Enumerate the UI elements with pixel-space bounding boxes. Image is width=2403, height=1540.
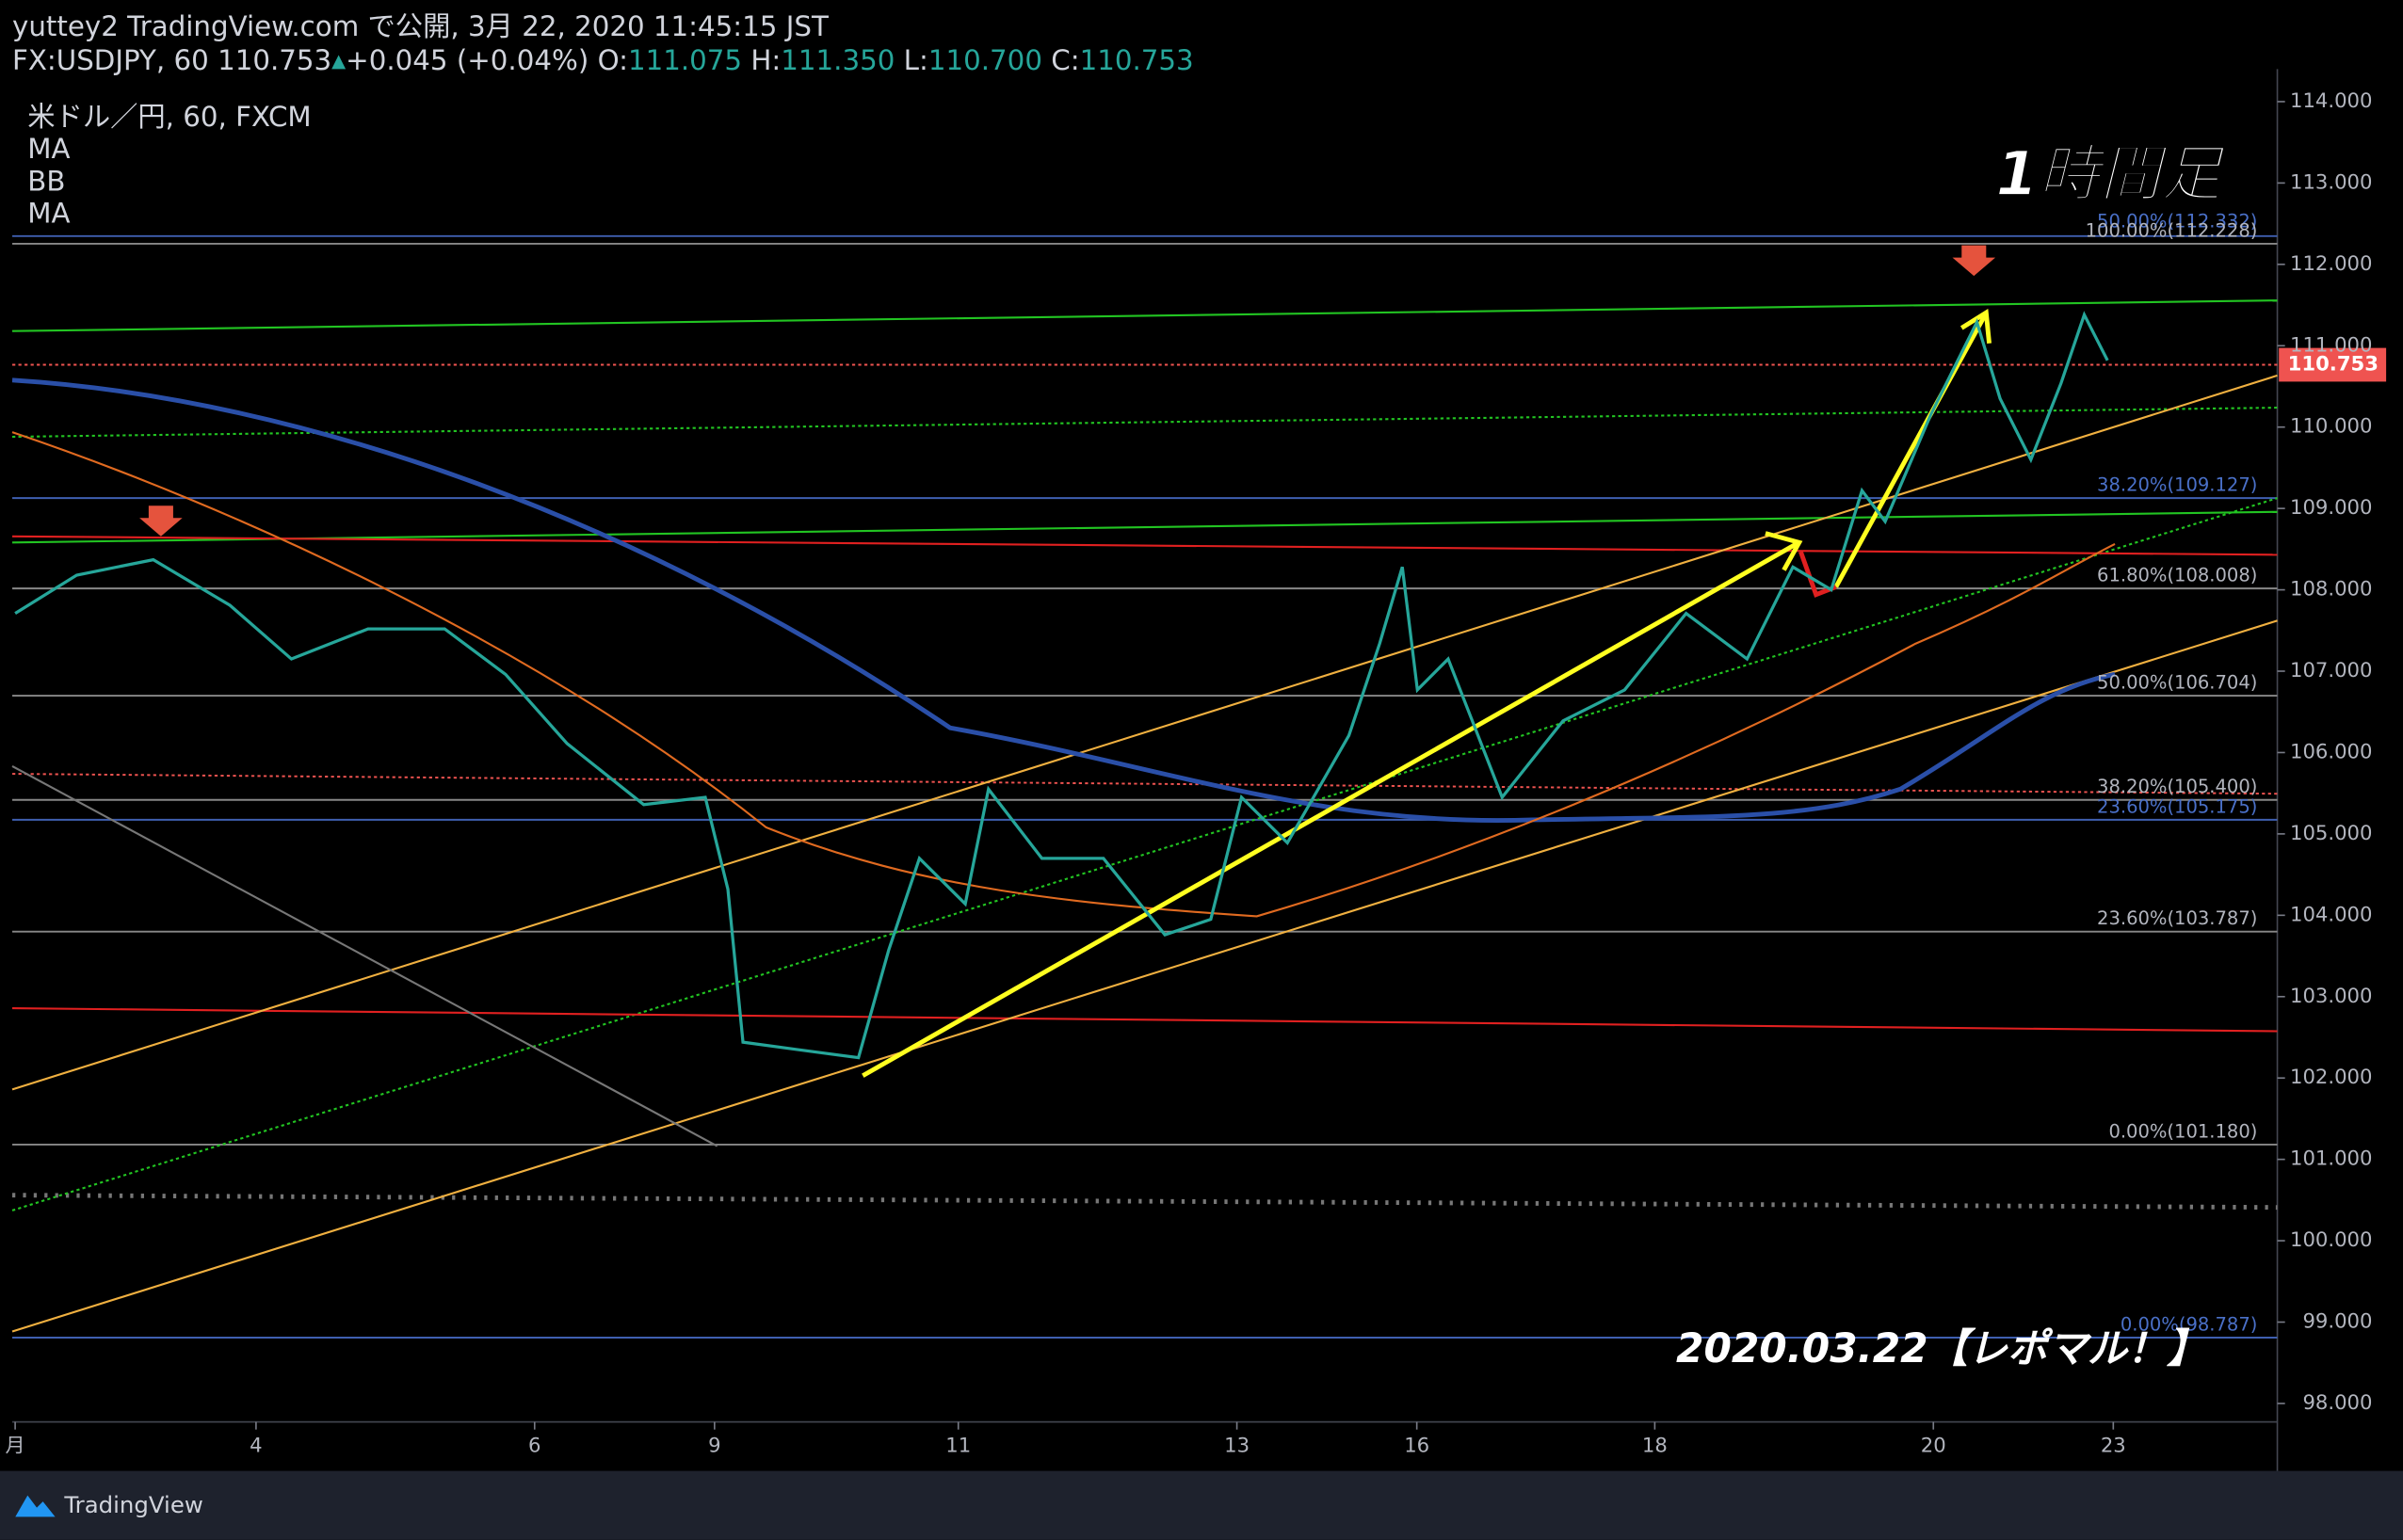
- y-tick-label: 106.000: [2290, 739, 2372, 762]
- price-badge: [2279, 347, 2387, 382]
- indicators: 米ドル／円, 60, FXCM MA BB MA: [27, 101, 311, 230]
- o-label: O:: [598, 44, 628, 76]
- trend-lines: [11, 299, 2278, 1333]
- fib-label: 38.20%(109.127): [2097, 474, 2257, 496]
- x-tick-label: 13: [1224, 1434, 1250, 1457]
- x-tick-label: 20: [1921, 1434, 1946, 1457]
- y-tick-label: 104.000: [2290, 902, 2372, 925]
- y-tick-label: 103.000: [2290, 984, 2372, 1007]
- trend-line: [12, 1007, 2278, 1033]
- y-tick-label: 113.000: [2290, 169, 2372, 193]
- y-tick-label: 109.000: [2290, 495, 2372, 519]
- y-tick-label: 102.000: [2290, 1065, 2372, 1088]
- fib-label: 23.60%(103.787): [2097, 907, 2257, 929]
- fib-label: 50.00%(106.704): [2097, 672, 2257, 694]
- indicator: BB: [27, 165, 65, 197]
- x-tick-label: 4: [250, 1434, 262, 1457]
- y-tick-label: 112.000: [2290, 251, 2372, 275]
- marker-arrow: [139, 505, 183, 537]
- close: 110.753: [1080, 44, 1194, 76]
- x-tick-label: 11: [945, 1434, 971, 1457]
- y-tick-label: 107.000: [2290, 658, 2372, 682]
- logo-text: TradingView: [63, 1491, 202, 1518]
- trend-line: [11, 764, 718, 1147]
- y-tick-label: 110.000: [2290, 414, 2372, 438]
- y-tick-label: 98.000: [2302, 1390, 2372, 1414]
- arrow-head: [1765, 531, 1803, 571]
- footer-note: 2020.03.22【レポマル！】: [1676, 1325, 2207, 1372]
- high: 111.350: [781, 44, 895, 76]
- levels: [12, 234, 2278, 1339]
- trend-line: [12, 535, 2278, 556]
- fib-label: 0.00%(101.180): [2108, 1120, 2257, 1142]
- arrow: [862, 541, 1798, 1078]
- fib-label: 100.00%(112.228): [2086, 219, 2258, 241]
- fib-label: 0.00%(98.787): [2121, 1313, 2258, 1335]
- logo[interactable]: TradingView: [15, 1491, 203, 1518]
- footer-bar: [0, 1470, 2403, 1540]
- annotation: 1時間足: [1995, 139, 2226, 210]
- c-label: C:: [1051, 44, 1079, 76]
- fib-label: 38.20%(105.400): [2097, 776, 2257, 797]
- x-tick-label: 18: [1642, 1434, 1668, 1457]
- indicator: 米ドル／円, 60, FXCM: [27, 101, 311, 133]
- dotted-gray: [12, 1193, 2278, 1211]
- open: 111.075: [628, 44, 742, 76]
- marker-arrow: [1952, 245, 1996, 277]
- symbol: FX:USDJPY, 60 110.753: [12, 44, 331, 76]
- x-tick-label: 月: [6, 1434, 25, 1457]
- low: 110.700: [928, 44, 1042, 76]
- h-label: H:: [750, 44, 781, 76]
- y-tick-label: 100.000: [2290, 1227, 2372, 1251]
- indicator: MA: [27, 133, 70, 165]
- y-tick-label: 111.000: [2290, 332, 2372, 356]
- fib-label: 50.00%(112.332): [2097, 211, 2257, 233]
- trend-line: [12, 299, 2278, 332]
- header-symbol: FX:USDJPY, 60 110.753▲+0.045 (+0.04%) O:…: [12, 44, 1194, 76]
- y-tick-label: 108.000: [2290, 577, 2372, 601]
- y-tick-label: 99.000: [2302, 1309, 2372, 1333]
- change: +0.045 (+0.04%): [346, 44, 589, 76]
- x-tick-label: 9: [708, 1434, 720, 1457]
- y-tick-label: 101.000: [2290, 1147, 2372, 1170]
- x-tick-label: 23: [2101, 1434, 2126, 1457]
- logo-icon: [15, 1495, 56, 1517]
- price-label: 110.753: [2288, 352, 2379, 376]
- y-tick-label: 105.000: [2290, 821, 2372, 844]
- indicator: MA: [27, 198, 70, 230]
- x-tick-label: 16: [1404, 1434, 1429, 1457]
- arrow-head: [1959, 309, 1992, 344]
- header-line: yuttey2 TradingView.com で公開, 3月 22, 2020…: [12, 10, 829, 42]
- channel-line: [11, 619, 2278, 1333]
- price-line: [14, 311, 2109, 1060]
- arrow: ▲: [331, 50, 346, 72]
- trend-line: [12, 510, 2278, 544]
- moving-average: [11, 377, 2116, 823]
- fib-labels: 50.00%(112.332) 100.00%(112.228) 38.20%(…: [2086, 211, 2258, 1336]
- arrow: [1833, 314, 1987, 588]
- arrows: [862, 309, 1992, 1078]
- y-tick-label: 114.000: [2290, 88, 2372, 112]
- fib-label: 23.60%(105.175): [2097, 795, 2257, 817]
- l-label: L:: [904, 44, 928, 76]
- fib-label: 61.80%(108.008): [2097, 565, 2257, 586]
- x-tick-label: 6: [528, 1434, 540, 1457]
